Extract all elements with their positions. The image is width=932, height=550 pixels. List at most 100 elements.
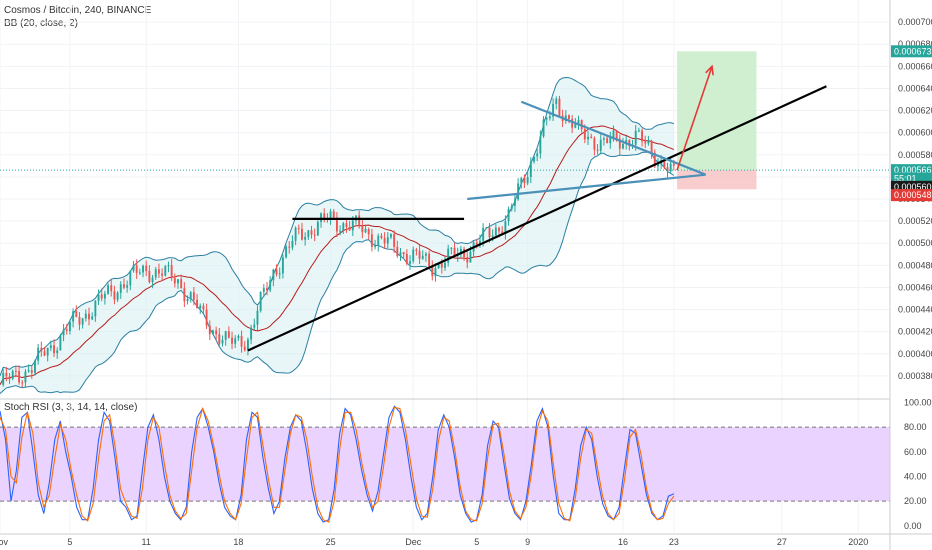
candle-body (590, 136, 593, 139)
candle-body (234, 338, 237, 344)
candle-body (307, 230, 310, 237)
candle-body (548, 116, 551, 119)
candle-body (475, 242, 478, 245)
rsi-tick-label: 100.00 (904, 397, 932, 407)
candle-body (278, 273, 281, 275)
candle-body (256, 310, 259, 325)
y-tick-label: 0.0004800 (898, 260, 932, 270)
x-tick-label: 18 (233, 537, 243, 547)
candle-body (577, 119, 580, 124)
rsi-line-k (0, 405, 675, 523)
candle-body (348, 226, 351, 231)
candle-body (510, 205, 513, 210)
candle-body (157, 269, 160, 274)
candle-body (447, 248, 450, 263)
candle-body (81, 318, 84, 325)
candle-body (612, 130, 615, 138)
candle-body (119, 284, 122, 293)
candle-body (424, 253, 427, 256)
y-tick-label: 0.0004400 (898, 305, 932, 315)
candle-body (243, 346, 246, 351)
candle-body (18, 371, 21, 383)
candle-body (669, 163, 672, 172)
candle-body (8, 376, 11, 379)
x-tick-label: 27 (777, 537, 787, 547)
candle-body (370, 234, 373, 247)
candle-body (542, 119, 545, 137)
y-tick-label: 0.0006200 (898, 106, 932, 116)
candle-body (647, 141, 650, 144)
rsi-line-d (0, 406, 675, 523)
candle-body (59, 335, 62, 351)
x-tick-label: 11 (142, 537, 151, 547)
candle-body (103, 293, 106, 299)
candle-body (335, 217, 338, 232)
candle-body (78, 316, 81, 325)
candle-body (227, 331, 230, 338)
candle-body (609, 137, 612, 144)
candle-body (281, 257, 284, 274)
candle-body (110, 285, 113, 292)
candle-body (250, 327, 253, 340)
x-tick-label: 9 (525, 537, 530, 547)
candle-body (294, 227, 297, 241)
candle-body (240, 336, 243, 347)
candle-body (129, 270, 132, 286)
x-tick-label: 2020 (848, 537, 868, 547)
candle-body (431, 266, 434, 277)
candle-body (5, 373, 8, 377)
candle-body (342, 223, 345, 231)
candle-body (663, 159, 666, 168)
candle-body (269, 280, 272, 291)
candle-body (14, 370, 17, 372)
y-tick-label: 0.0004000 (898, 349, 932, 359)
candle-body (34, 360, 36, 373)
rsi-tick-label: 60.00 (904, 447, 927, 457)
candle-body (444, 262, 446, 268)
y-tick-label: 0.0003800 (898, 371, 932, 381)
candle-body (599, 139, 602, 151)
candle-body (402, 252, 405, 255)
wedge-line (520, 100, 707, 176)
bollinger-lower (0, 151, 675, 394)
candle-body (396, 246, 399, 256)
candle-body (339, 230, 342, 232)
candle-body (123, 284, 125, 288)
candle-body (43, 351, 46, 356)
candle-body (167, 265, 170, 267)
candle-body (100, 294, 103, 299)
candle-body (65, 329, 68, 331)
candle-body (529, 161, 532, 177)
candle-body (466, 257, 469, 263)
candle-body (224, 331, 227, 340)
x-tick-label: 5 (67, 537, 72, 547)
candle-body (180, 279, 183, 289)
candle-body (533, 156, 535, 162)
candle-body (148, 270, 151, 283)
candle-body (479, 240, 481, 245)
candle-body (657, 164, 659, 167)
candle-body (221, 339, 224, 344)
candle-body (628, 139, 631, 147)
candle-body (463, 248, 466, 258)
candle-body (583, 129, 586, 140)
bollinger-upper (0, 76, 675, 377)
candle-body (606, 138, 609, 144)
y-tick-label: 0.0006000 (898, 128, 932, 138)
candle-body (485, 227, 488, 229)
candle-body (574, 123, 577, 128)
candle-body (301, 228, 303, 240)
candle-body (68, 321, 71, 331)
candle-body (618, 138, 621, 149)
candle-body (539, 136, 542, 154)
candle-body (53, 345, 55, 354)
candle-body (428, 253, 431, 267)
candle-body (164, 266, 167, 276)
candle-body (253, 324, 256, 328)
candle-body (453, 247, 456, 257)
candle-body (88, 313, 90, 320)
candle-body (380, 235, 383, 239)
candle-body (523, 177, 526, 184)
price-tag-label: 55:01 (894, 174, 917, 184)
